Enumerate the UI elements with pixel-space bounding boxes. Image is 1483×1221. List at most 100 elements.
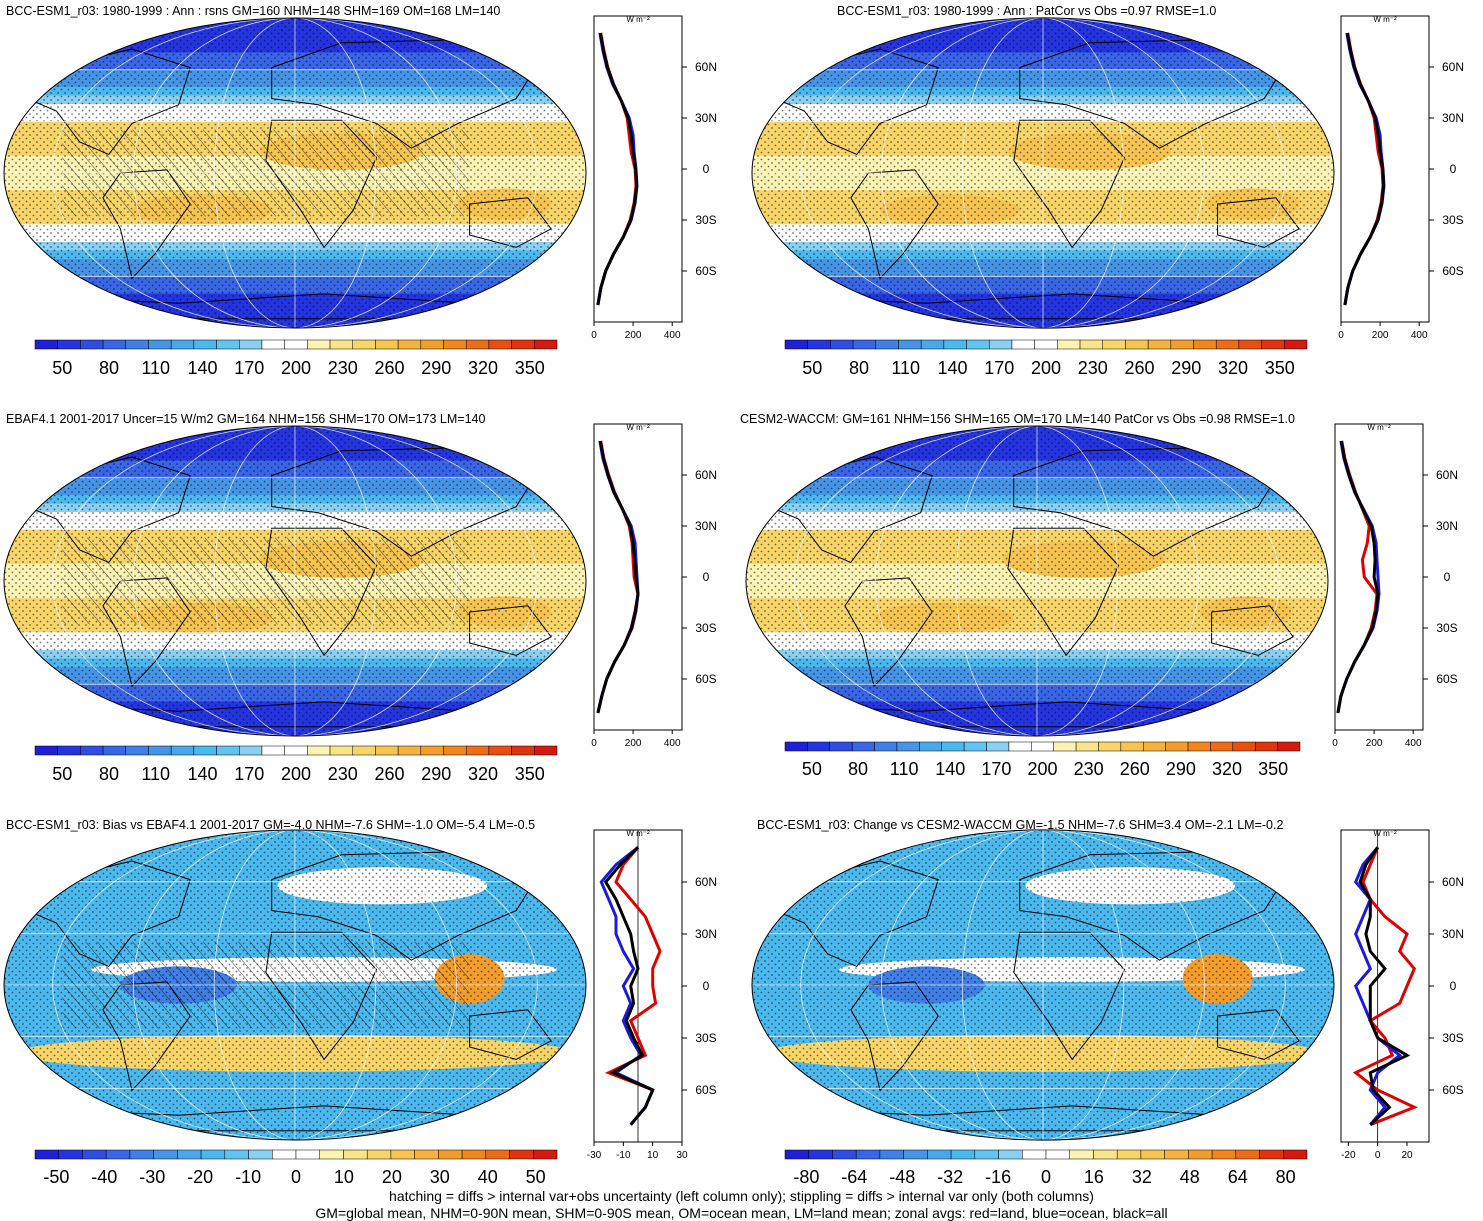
colorbar-swatch <box>366 1149 392 1160</box>
colorbar-4: 50 80 110 140 170 200 230 260 290 320 350 <box>784 741 1301 779</box>
zonal-ytick-label: 60N <box>695 60 717 74</box>
colorbar-swatch <box>129 1149 154 1160</box>
colorbar-tick-label: -20 <box>187 1167 213 1187</box>
colorbar-swatch <box>879 1149 904 1160</box>
colorbar-swatch <box>1147 339 1172 350</box>
colorbar-swatch <box>1053 741 1077 752</box>
zonal-panel-2: W m⁻² 60N 30N 0 30S 60S 0 200 400 <box>1338 15 1464 341</box>
colorbar-swatch <box>248 1149 273 1160</box>
colorbar-swatch <box>216 745 240 756</box>
colorbar-swatch <box>125 745 149 756</box>
zonal-panel-5: W m⁻² 60N 30N 0 30S 60S -30 -10 10 30 <box>587 829 717 1161</box>
zonal-xtick-label: -30 <box>587 1150 602 1161</box>
colorbar-tick-label: 200 <box>281 764 311 784</box>
colorbar-swatch <box>1165 741 1189 752</box>
zonal-panel-1: W m⁻² 60N 30N 0 30S 60S 0 200 400 <box>591 15 717 341</box>
panel-title-2: BCC-ESM1_r03: 1980-1999 : Ann : PatCor v… <box>837 4 1217 18</box>
colorbar-swatch <box>1170 339 1194 350</box>
colorbar-tick-label: 320 <box>468 764 498 784</box>
colorbar-swatch <box>989 339 1013 350</box>
colorbar-swatch <box>80 339 104 350</box>
colorbar-swatch <box>1238 339 1262 350</box>
colorbar-tick-label: -80 <box>793 1167 819 1187</box>
colorbar-swatch <box>1254 741 1278 752</box>
colorbar-swatch <box>375 339 399 350</box>
colorbar-tick-label: 20 <box>382 1167 402 1187</box>
colorbar-swatch <box>1284 339 1308 350</box>
zonal-ytick-label: 0 <box>1450 979 1457 993</box>
colorbar-swatch <box>284 745 308 756</box>
zonal-ytick-label: 30S <box>1442 213 1463 227</box>
grid-meridian <box>1042 829 1286 1141</box>
grid-meridian <box>294 18 538 328</box>
zonal-ytick-label: 60N <box>695 875 717 889</box>
colorbar-swatch <box>488 339 512 350</box>
map-panel-3 <box>3 425 587 737</box>
colorbar-tick-label: -64 <box>841 1167 867 1187</box>
zonal-ytick-label: 30N <box>1436 519 1458 533</box>
grid-meridian <box>961 829 1044 1141</box>
footer-hatching-note: hatching = diffs > internal var+obs unce… <box>389 1188 1094 1204</box>
zonal-ytick-label: 0 <box>703 570 710 584</box>
grid-meridian <box>880 17 1044 329</box>
colorbar-swatch <box>807 741 831 752</box>
colorbar-tick-label: 0 <box>291 1167 301 1187</box>
colorbar-swatch <box>239 745 263 756</box>
colorbar-swatch <box>1022 1149 1047 1160</box>
zonal-unit-label: W m⁻² <box>1373 829 1397 838</box>
colorbar-swatch <box>832 1149 857 1160</box>
zonal-xtick-label: 200 <box>625 330 642 341</box>
map-border <box>3 17 587 329</box>
colorbar-swatch <box>272 1149 297 1160</box>
colorbar-swatch <box>414 1149 439 1160</box>
colorbar-swatch <box>34 745 58 756</box>
zonal-ytick-label: 30N <box>695 927 717 941</box>
colorbar-tick-label: 50 <box>802 358 822 378</box>
zonal-xtick-label: 200 <box>1366 738 1383 749</box>
colorbar-1: 50 80 110 140 170 200 230 260 290 320 350 <box>34 339 558 378</box>
colorbar-tick-label: 80 <box>848 759 868 779</box>
colorbar-tick-label: 140 <box>187 358 217 378</box>
colorbar-swatch <box>875 339 899 350</box>
map-border <box>751 829 1335 1141</box>
colorbar-tick-label: 140 <box>187 764 217 784</box>
colorbar-tick-label: 350 <box>515 358 545 378</box>
colorbar-swatch <box>963 741 987 752</box>
colorbar-swatch <box>1283 1149 1308 1160</box>
zonal-ytick-label: 60S <box>1442 1083 1463 1097</box>
colorbar-tick-label: 290 <box>421 358 451 378</box>
colorbar-tick-label: 140 <box>937 358 967 378</box>
grid-meridian <box>52 830 296 1140</box>
colorbar-swatch <box>34 339 58 350</box>
zonal-unit-label: W m⁻² <box>626 15 650 24</box>
zonal-unit-label: W m⁻² <box>1373 15 1397 24</box>
colorbar-swatch <box>420 745 444 756</box>
colorbar-swatch <box>102 745 127 756</box>
grid-meridian <box>52 18 296 328</box>
colorbar-tick-label: 350 <box>1258 759 1288 779</box>
colorbar-tick-label: 320 <box>1212 759 1242 779</box>
zonal-xtick-label: 200 <box>625 738 642 749</box>
colorbar-swatch <box>200 1149 226 1160</box>
colorbar-tick-label: 290 <box>1166 759 1196 779</box>
colorbar-swatch <box>375 745 399 756</box>
colorbar-tick-label: 50 <box>52 358 72 378</box>
colorbar-swatch <box>438 1149 463 1160</box>
colorbar-swatch <box>284 339 308 350</box>
zonal-ytick-label: 0 <box>703 979 710 993</box>
colorbar-tick-label: 110 <box>141 764 170 784</box>
zonal-ytick-label: 30S <box>1442 1031 1463 1045</box>
footer-means-note: GM=global mean, NHM=0-90N mean, SHM=0-90… <box>315 1205 1168 1221</box>
colorbar-tick-label: 110 <box>890 759 919 779</box>
colorbar-tick-label: 110 <box>141 358 170 378</box>
colorbar-swatch <box>1232 741 1256 752</box>
colorbar-swatch <box>177 1149 202 1160</box>
colorbar-swatch <box>307 339 331 350</box>
grid-meridian <box>294 830 458 1140</box>
grid-meridian <box>1036 426 1280 736</box>
colorbar-tick-label: -50 <box>43 1167 69 1187</box>
colorbar-swatch <box>193 339 217 350</box>
zonal-ytick-label: 30S <box>695 1031 716 1045</box>
zonal-ytick-label: 0 <box>703 162 710 176</box>
colorbar-tick-label: 80 <box>849 358 869 378</box>
